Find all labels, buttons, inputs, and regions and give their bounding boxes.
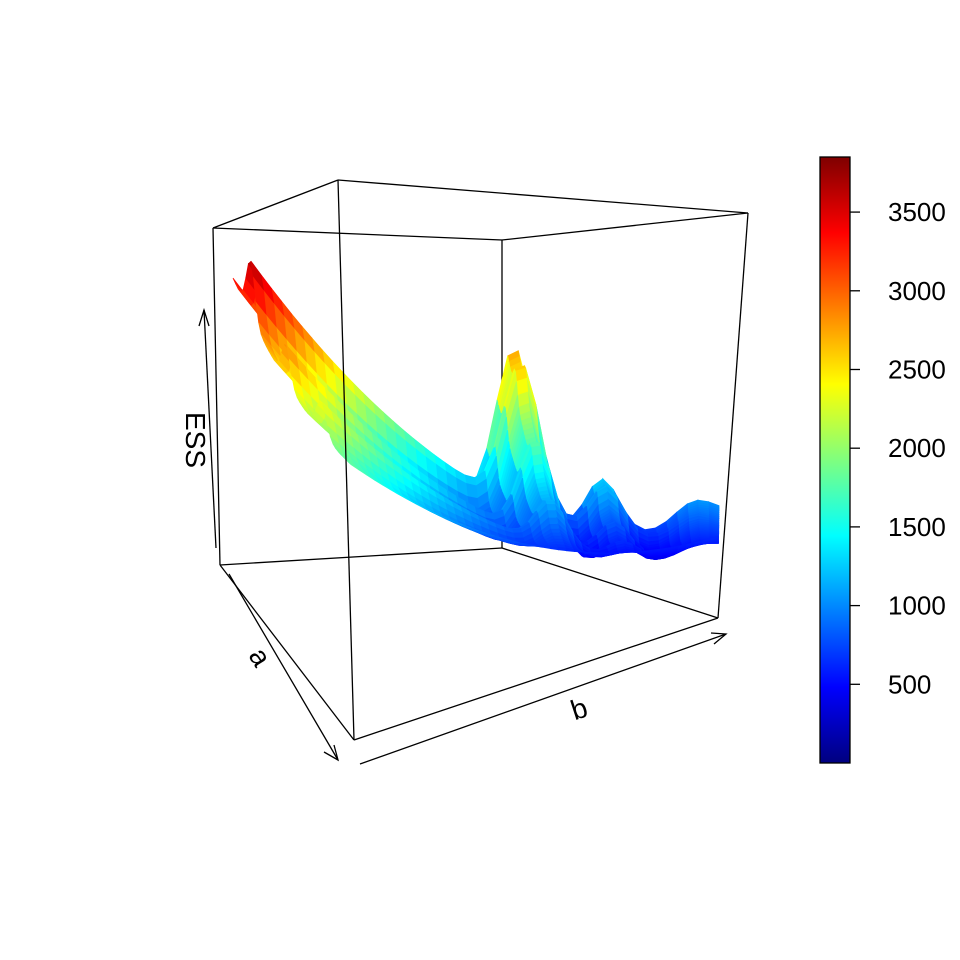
box-edge-top-back <box>337 179 749 214</box>
box-edge-floor-right <box>353 617 719 741</box>
x-axis-arrow <box>359 633 727 765</box>
z-axis-arrow <box>203 309 217 549</box>
x-axis-label: b <box>567 692 591 726</box>
colorbar-tick-label: 1500 <box>888 512 946 542</box>
z-axis-arrowhead <box>198 307 210 327</box>
colorbar-tick-label: 3000 <box>888 276 946 306</box>
y-axis-label: a <box>243 642 278 672</box>
box-edge-left-vertical <box>212 227 221 566</box>
axis-arrows <box>198 307 728 765</box>
surface-facet <box>549 524 560 530</box>
surface-facet <box>621 551 631 554</box>
box-front-edges <box>212 179 749 741</box>
surface-facet <box>348 461 360 471</box>
surface-facet <box>604 552 616 555</box>
box-back-edges <box>219 240 719 619</box>
box-edge-floor-back-right <box>501 547 719 619</box>
surface-facet <box>596 552 608 555</box>
surface-mesh <box>232 260 720 561</box>
colorbar-tick-label: 2500 <box>888 354 946 384</box>
colorbar-ticks: 500 1000 1500 2000 2500 3000 3500 <box>850 197 946 699</box>
colorbar-tick-label: 2000 <box>888 433 946 463</box>
surface-facet <box>546 510 558 519</box>
surface-facet <box>548 517 559 525</box>
x-axis-arrowhead <box>710 632 728 645</box>
colorbar-tick-label: 1000 <box>888 591 946 621</box>
colorbar-gradient <box>819 156 851 764</box>
z-axis-label: ESS <box>180 412 211 468</box>
y-axis-arrowhead <box>323 744 340 762</box>
surface-facet <box>544 500 556 505</box>
box-edge-top-right <box>501 212 749 241</box>
box-edge-floor-left <box>219 564 355 741</box>
surface-facet <box>556 546 568 552</box>
box-edge-floor-back-left <box>219 547 503 566</box>
colorbar-tick-label: 3500 <box>888 197 946 227</box>
surface-facet <box>545 503 557 512</box>
colorbar-tick-label: 500 <box>888 669 931 699</box>
box-edge-top-front <box>212 227 503 241</box>
box-edge-front-vertical <box>337 179 355 741</box>
colorbar: 500 1000 1500 2000 2500 3000 3500 <box>819 156 946 764</box>
y-axis-arrow <box>228 573 339 761</box>
box-edge-right-vertical <box>717 212 749 619</box>
surface-facet <box>541 546 552 550</box>
box-edge-top-left <box>212 179 339 229</box>
